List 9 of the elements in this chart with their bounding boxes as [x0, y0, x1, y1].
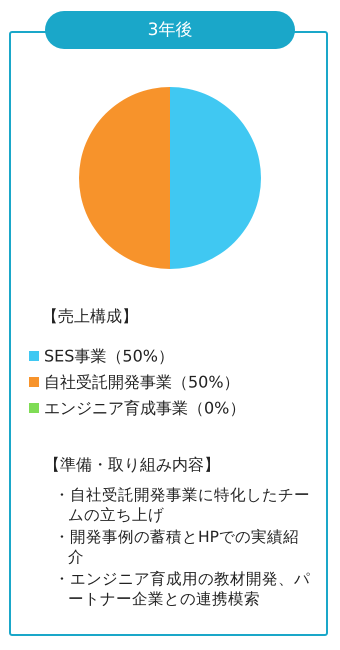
legend-title: 【売上構成】	[42, 306, 138, 326]
chart-title: 3年後	[45, 11, 295, 49]
text: ・自社受託開発事業に特化したチームの立ち上げ	[54, 485, 311, 525]
text: 【準備・取り組み内容】	[44, 455, 221, 475]
text: ・エンジニア育成用の教材開発、パートナー企業との連携模索	[54, 569, 311, 609]
legend-label: エンジニア育成事業（0%）	[44, 398, 246, 418]
legend-label: SES事業（50%）	[44, 346, 174, 366]
legend-label: 自社受託開発事業（50%）	[44, 372, 240, 392]
text: ・開発事例の蓄積とHPでの実績紹介	[54, 527, 300, 567]
